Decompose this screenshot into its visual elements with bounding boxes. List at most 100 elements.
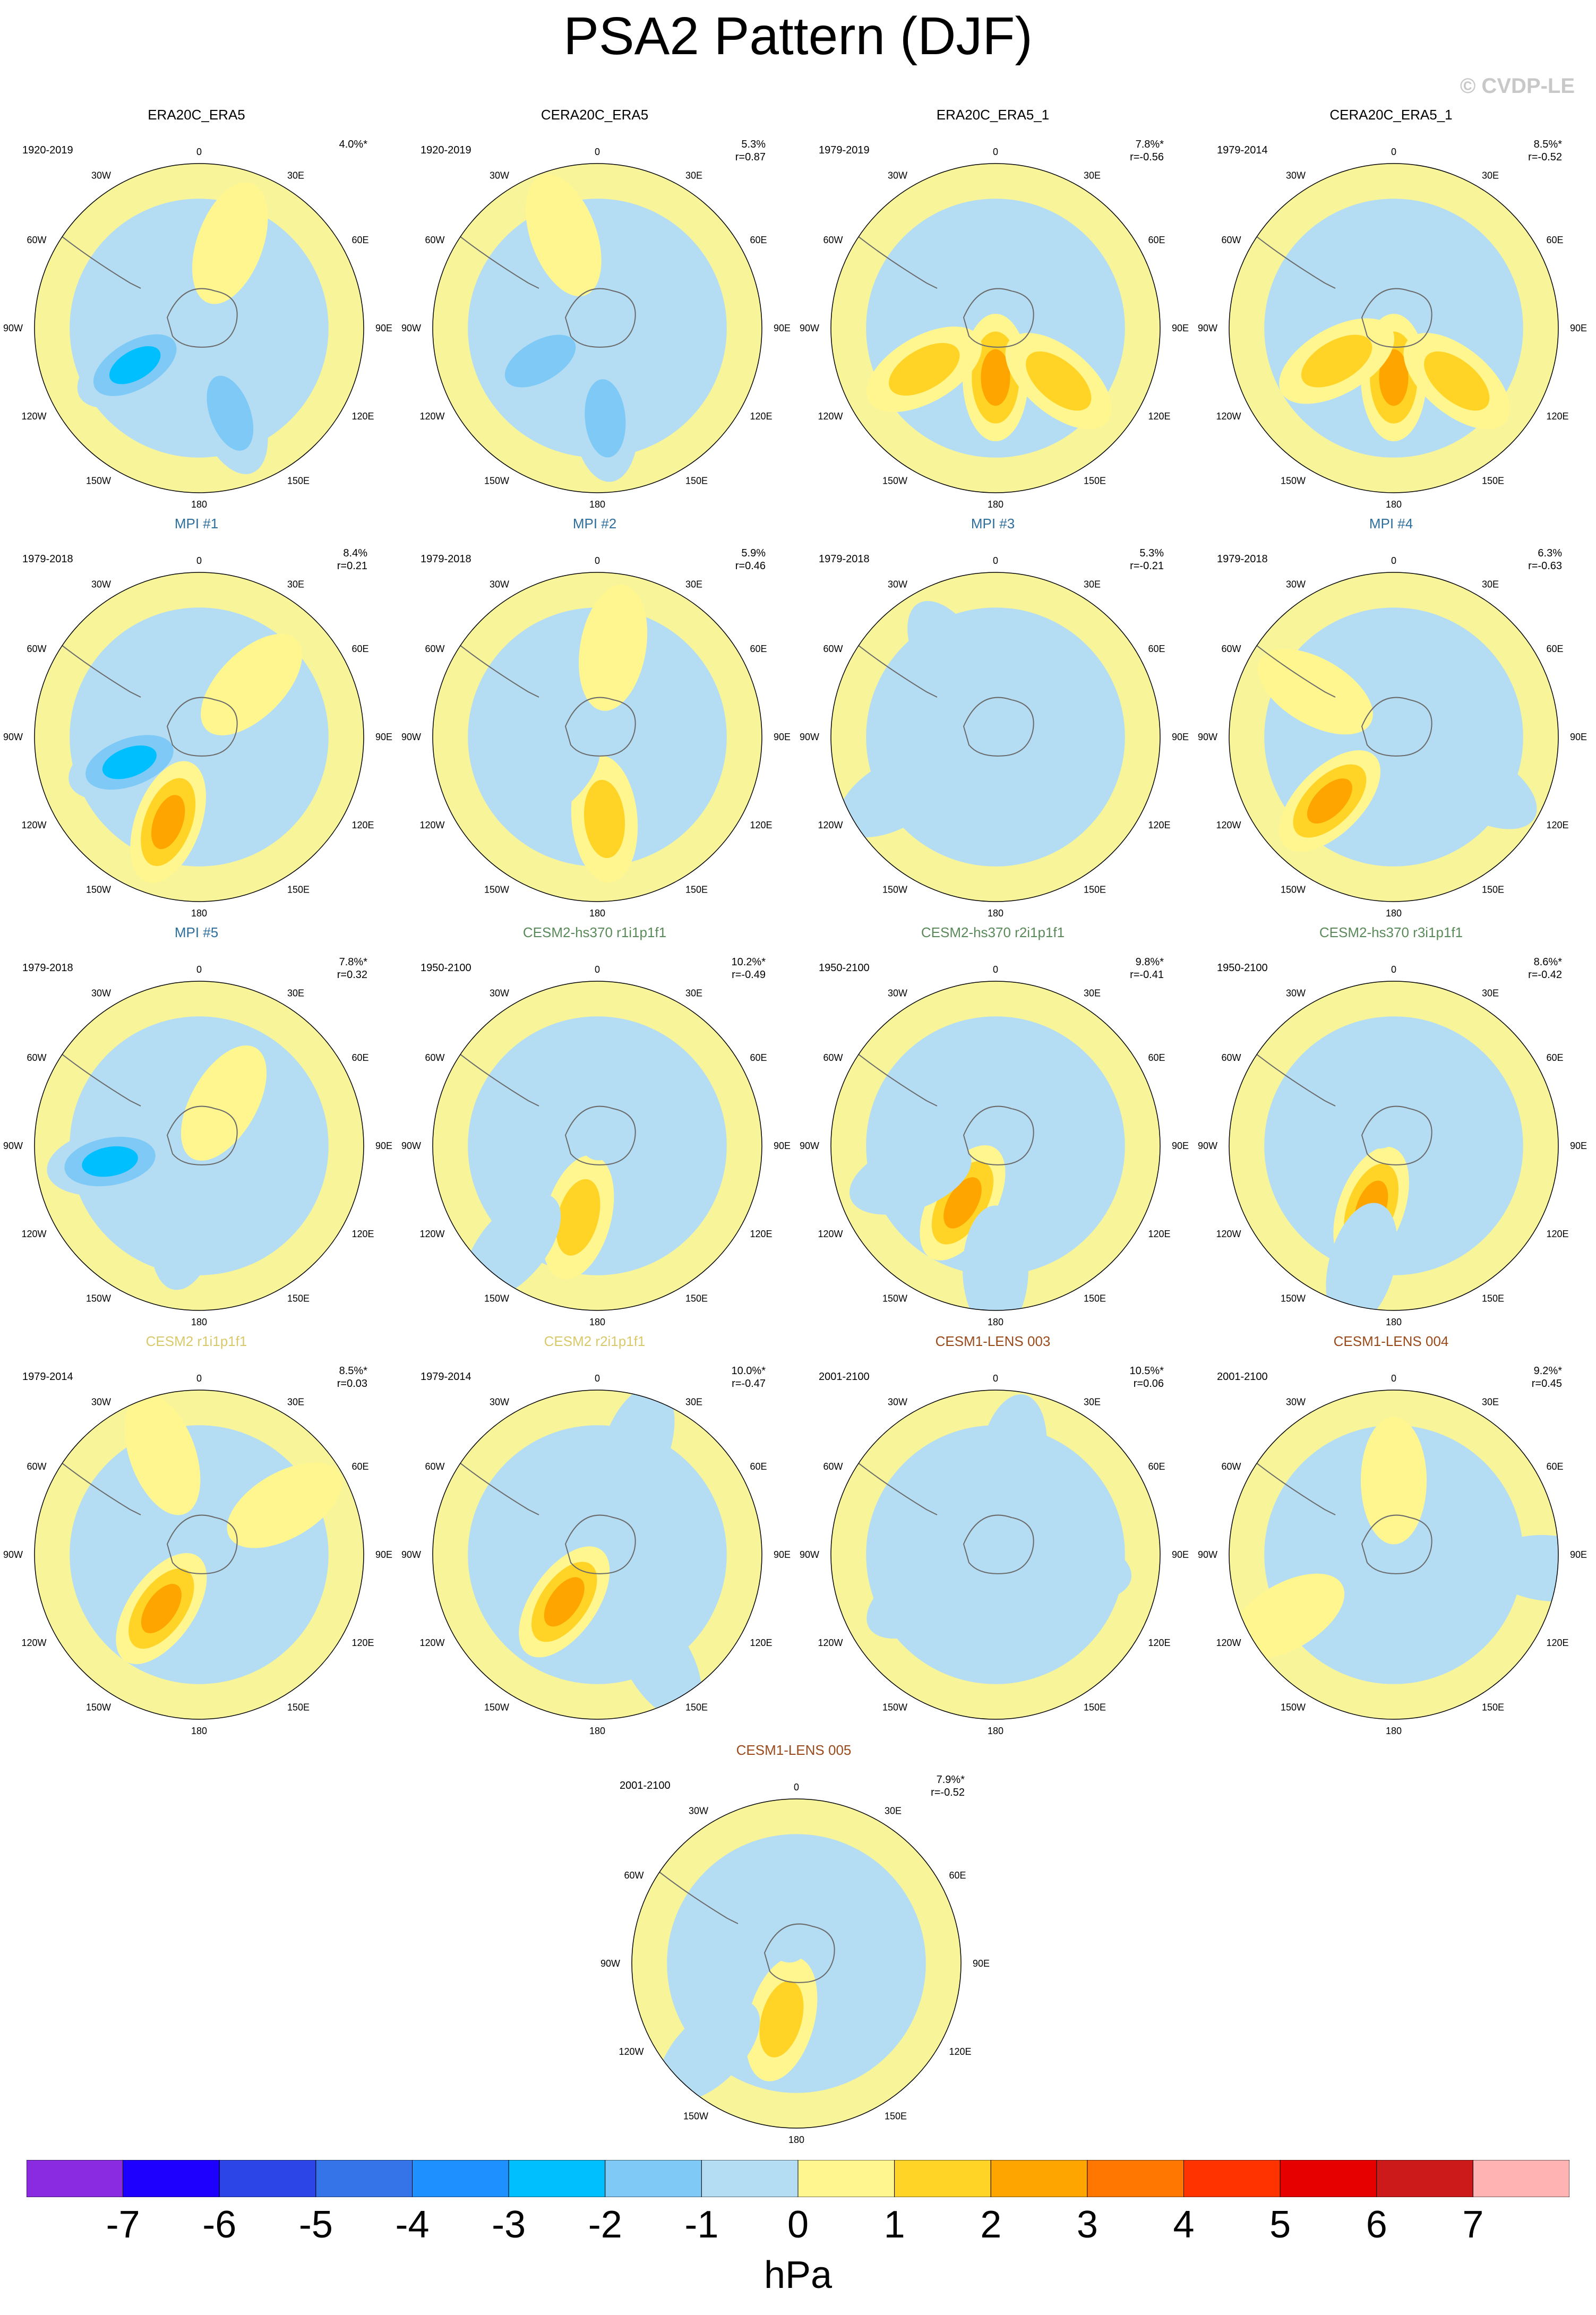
panel-period: 1979-2014: [421, 1371, 471, 1383]
anomaly-contour: [907, 601, 993, 716]
anomaly-contour: [576, 1038, 653, 1161]
longitude-label: 150E: [885, 2111, 907, 2122]
panel-variance-pct: 9.8%*: [1135, 956, 1164, 968]
panel-title: ERA20C_ERA5_1: [936, 107, 1050, 123]
anomaly-contour: [579, 585, 648, 711]
longitude-label: 30W: [490, 170, 509, 181]
panel-period: 1979-2014: [22, 1371, 73, 1383]
map-panel: MPI #2 1979-2018 5.9% r=0.46 0 30E 60E 90E 120E 1…: [401, 515, 791, 924]
longitude-label: 150E: [1084, 1702, 1106, 1713]
panel-stats: 5.3% r=0.87: [735, 138, 766, 164]
longitude-label: 150W: [683, 2111, 708, 2122]
longitude-label: 0: [595, 147, 600, 157]
panel-title: CESM2 r1i1p1f1: [145, 1333, 247, 1349]
anomaly-contour: [151, 795, 185, 850]
longitude-label: 150E: [1482, 1702, 1504, 1713]
panel-variance-pct: 5.9%: [741, 547, 766, 559]
antarctica-coastline: [1361, 1514, 1432, 1574]
colorbar-tick-label: -2: [588, 2203, 622, 2246]
longitude-label: 30W: [888, 988, 907, 998]
colorbar-swatch: [605, 2160, 702, 2197]
anomaly-contour: [759, 1980, 804, 2057]
longitude-label: 90E: [774, 732, 791, 742]
longitude-label: 150E: [1482, 885, 1504, 895]
antarctica-coastline: [166, 697, 238, 757]
longitude-label: 150W: [882, 1293, 907, 1304]
map-panel: MPI #4 1979-2018 6.3% r=-0.63 0 30E 60E 90E 120E…: [1198, 515, 1587, 924]
anomaly-contour: [1257, 649, 1373, 735]
longitude-label: 60E: [750, 235, 767, 245]
longitude-label: 0: [196, 555, 202, 566]
longitude-label: 90W: [3, 1549, 23, 1560]
longitude-label: 90W: [3, 732, 23, 742]
panel-variance-pct: 8.6%*: [1533, 956, 1562, 968]
panel-period: 1950-2100: [421, 962, 471, 974]
anomaly-contour: [1307, 778, 1352, 824]
map-panel: MPI #5 1979-2018 7.8%* r=0.32 0 30E 60E 90E 120E…: [3, 924, 392, 1333]
panel-correlation: r=-0.41: [1130, 969, 1164, 981]
colorbar-tick-label: 5: [1269, 2203, 1291, 2246]
polar-map: 0 30E 60E 90E 120E 150E 180 150W 120W 90W 60W 30W: [3, 964, 392, 1327]
colorbar-swatch: [1280, 2160, 1377, 2197]
longitude-label: 120E: [1547, 1229, 1569, 1239]
longitude-label: 120W: [419, 411, 444, 422]
longitude-label: 0: [993, 964, 998, 975]
panel-stats: 10.0%* r=-0.47: [732, 1365, 766, 1390]
longitude-label: 150E: [287, 1702, 310, 1713]
longitude-label: 60E: [1547, 1052, 1564, 1063]
panel-period: 1979-2019: [819, 144, 870, 156]
anomaly-contour: [585, 379, 626, 458]
panel-title: CESM1-LENS 005: [736, 1742, 852, 1758]
longitude-label: 180: [1386, 908, 1402, 919]
longitude-label: 180: [589, 908, 605, 919]
polar-map: 0 30E 60E 90E 120E 150E 180 150W 120W 90W 60W 30W: [1198, 964, 1587, 1327]
antarctica-coastline: [1361, 1105, 1432, 1165]
anomaly-contour: [616, 1604, 702, 1719]
longitude-label: 120W: [818, 1229, 843, 1239]
map-anomaly-ring: [433, 164, 762, 493]
longitude-label: 150W: [1281, 885, 1306, 895]
longitude-label: 30E: [1084, 170, 1101, 181]
longitude-label: 60W: [425, 235, 444, 245]
longitude-label: 60E: [1148, 235, 1165, 245]
longitude-label: 180: [1386, 1317, 1402, 1327]
longitude-label: 30E: [287, 988, 304, 998]
panel-title: CESM2-hs370 r1i1p1f1: [522, 924, 667, 940]
longitude-label: 180: [191, 499, 207, 510]
longitude-label: 30E: [1482, 170, 1499, 181]
map-panel: ERA20C_ERA5_1 1979-2019 7.8%* r=-0.56 0 30E 60…: [800, 106, 1189, 515]
longitude-label: 30W: [91, 579, 111, 589]
longitude-label: 60W: [823, 1461, 843, 1472]
map-anomaly-ring: [1229, 164, 1558, 493]
panel-stats: 10.5%* r=0.06: [1130, 1365, 1164, 1390]
longitude-label: 60W: [425, 1052, 444, 1063]
longitude-label: 0: [595, 1373, 600, 1384]
longitude-label: 90W: [1198, 323, 1217, 333]
watermark-text: © CVDP-LE: [1460, 74, 1575, 98]
longitude-label: 0: [1391, 1373, 1396, 1384]
colorbar-tick-label: 3: [1076, 2203, 1098, 2246]
panel-stats: 7.8%* r=-0.56: [1130, 138, 1164, 164]
panel-period: 1979-2018: [22, 962, 73, 974]
longitude-label: 90E: [973, 1958, 990, 1969]
longitude-label: 90W: [401, 323, 421, 333]
longitude-label: 0: [1391, 964, 1396, 975]
longitude-label: 60E: [750, 644, 767, 654]
longitude-label: 60E: [1547, 1461, 1564, 1472]
panel-period: 1950-2100: [1217, 962, 1268, 974]
polar-map: 0 30E 60E 90E 120E 150E 180 150W 120W 90W 60W 30W: [800, 147, 1189, 510]
longitude-label: 150W: [86, 1702, 111, 1713]
longitude-label: 60E: [352, 1461, 369, 1472]
panel-variance-pct: 7.8%*: [1135, 139, 1164, 150]
anomaly-contour: [1005, 1533, 1132, 1602]
map-panel: CESM1-LENS 004 2001-2100 9.2%* r=0.45 0 30E 60…: [1198, 1333, 1587, 1742]
polar-map: 0 30E 60E 90E 120E 150E 180 150W 120W 90W 60W 30W: [800, 555, 1189, 919]
antarctica-coastline: [963, 1514, 1034, 1574]
anomaly-contour: [838, 751, 954, 838]
anomaly-contour: [978, 1394, 1047, 1521]
anomaly-contour: [963, 1205, 1028, 1310]
longitude-label: 150W: [882, 1702, 907, 1713]
longitude-label: 120E: [352, 1637, 374, 1648]
longitude-label: 30W: [1286, 579, 1306, 589]
longitude-label: 120E: [352, 1229, 374, 1239]
